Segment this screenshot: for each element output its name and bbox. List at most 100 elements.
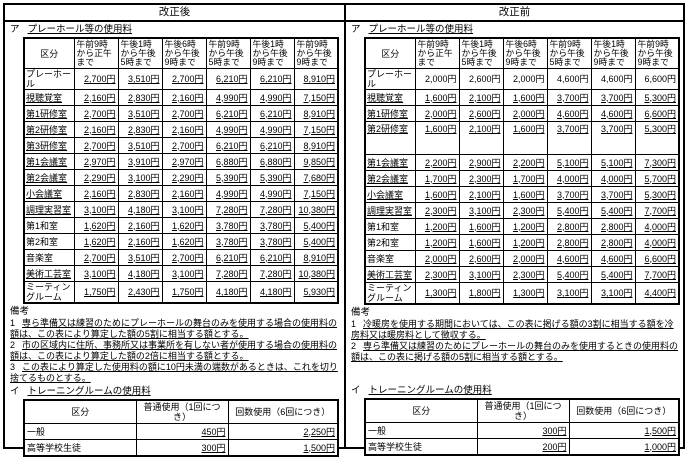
- fee-value: 4,000円: [546, 170, 592, 187]
- fee-value: 1,620円: [73, 233, 119, 250]
- fee-value: 7,280円: [249, 265, 295, 282]
- remarks-list: 1 冷暖房を使用する期間においては、この表に掲げる額の3割に相当する額を冷房料又は…: [351, 319, 679, 382]
- fee-value: 4,600円: [590, 250, 636, 267]
- fee-value: 9,850円: [293, 153, 339, 170]
- table-row: 高等学校生徒 200円 1,000円: [364, 438, 680, 456]
- panel-after-revision: 改正後 アプレーホール等の使用料 区分 午前9時 から正午 まで 午後1時 から午…: [5, 5, 344, 457]
- fee-value: 1,620円: [161, 233, 207, 250]
- fee-value: 2,160円: [73, 185, 119, 202]
- table-row: 第1会議室 2,200円 2,900円 2,200円 5,100円 5,100円 7,300…: [364, 154, 680, 171]
- fee-value: 3,100円: [161, 201, 207, 218]
- section-title: トレーニングルームの使用料: [27, 386, 151, 397]
- panel-title-after: 改正後: [5, 5, 344, 22]
- fee-value: 10,380円: [293, 265, 339, 282]
- fee-value: 6,880円: [205, 153, 251, 170]
- fee-value: 6,600円: [634, 250, 680, 267]
- fee-value: 3,100円: [458, 266, 504, 283]
- fee-value: 1,620円: [161, 217, 207, 234]
- fee-value: 2,100円: [458, 89, 504, 106]
- fee-value: 4,180円: [249, 281, 295, 304]
- fee-value: 2,160円: [161, 121, 207, 138]
- fee-value: 2,830円: [117, 121, 163, 138]
- table-row: 美術工芸室 3,100円 4,180円 3,100円 7,280円 7,280円 10,38…: [23, 265, 339, 282]
- remark-text: この表により算定した使用料の額に10円未満の端数があるときは、これを切り捨てるも…: [10, 362, 338, 383]
- table-row: 一般 450円 2,250円: [23, 423, 339, 440]
- column-header-timeslot: 午後6時 から午後 9時まで: [161, 37, 207, 69]
- fee-value: 2,830円: [117, 89, 163, 106]
- row-label: 美術工芸室: [23, 265, 75, 282]
- row-label: 第2研修室: [364, 121, 416, 155]
- fee-value: 8,910円: [293, 105, 339, 122]
- section-heading-playhall-fees: アプレーホール等の使用料: [351, 24, 679, 35]
- fee-revision-comparison-document: 改正後 アプレーホール等の使用料 区分 午前9時 から正午 まで 午後1時 から午…: [3, 3, 685, 457]
- fee-value: 2,830円: [117, 185, 163, 202]
- fee-value: 1,600円: [458, 218, 504, 235]
- fee-value: 2,290円: [161, 169, 207, 186]
- fee-value: 2,700円: [161, 105, 207, 122]
- table-row: 音楽室 2,000円 2,600円 2,000円 4,600円 4,600円 6,600円: [364, 250, 680, 267]
- fee-value: 7,150円: [293, 185, 339, 202]
- column-header-timeslot: 午前9時 から正午 まで: [73, 37, 119, 69]
- row-label: 一般: [23, 423, 137, 440]
- remark-item: 2 専ら準備又は練習のためにプレーホールの舞台のみを使用するときの使用料の額は、こ…: [351, 341, 679, 362]
- fee-value: 2,000円: [502, 250, 548, 267]
- column-header-timeslot: 午前9時 から午後 5時まで: [546, 37, 592, 69]
- playhall-fee-table: 区分 午前9時 から正午 まで 午後1時 から午後 5時まで 午後6時 から午後 9…: [23, 37, 339, 304]
- fee-value: 2,700円: [161, 68, 207, 90]
- remark-number: 2: [10, 340, 16, 350]
- fee-value: 7,150円: [293, 89, 339, 106]
- column-header-timeslot: 午後1時 から午後 5時まで: [117, 37, 163, 69]
- fee-value: 2,700円: [73, 249, 119, 266]
- fee-table-header-row: 区分 午前9時 から正午 まで 午後1時 から午後 5時まで 午後6時 から午後 9…: [23, 37, 339, 69]
- table-row: 第2研修室 1,600円 2,100円 1,600円 3,700円 3,700円 5,300…: [364, 121, 680, 155]
- fee-value: 2,300円: [458, 170, 504, 187]
- panel-body: アプレーホール等の使用料 区分 午前9時 から正午 まで 午後1時 から午後 5時…: [5, 22, 344, 457]
- section-heading-training-room-fees: イトレーニングルームの使用料: [351, 385, 679, 396]
- section-title: プレーホール等の使用料: [27, 24, 133, 35]
- training-room-fee-table: 区分 普通使用（1回につき） 回数使用（6回につき） 一般 300円 1,500円 高等…: [364, 398, 680, 456]
- remarks-title: 備考: [10, 306, 30, 317]
- fee-value: 2,160円: [73, 121, 119, 138]
- fee-value: 1,600円: [502, 186, 548, 203]
- fee-value: 3,780円: [205, 233, 251, 250]
- column-header-timeslot: 午前9時 から午後 9時まで: [293, 37, 339, 69]
- fee-value: 4,600円: [546, 68, 592, 90]
- fee-value: 5,400円: [590, 266, 636, 283]
- section-heading-training-room-fees: イトレーニングルームの使用料: [10, 386, 340, 397]
- fee-value: 5,100円: [590, 154, 636, 171]
- panel-body: アプレーホール等の使用料 区分 午前9時 から正午 まで 午後1時 から午後 5時…: [346, 22, 683, 456]
- section-prefix: イ: [351, 385, 361, 396]
- fee-value: 6,210円: [249, 249, 295, 266]
- remark-text: 市の区域内に住所、事務所又は事業所を有しない者が使用する場合の使用料の額は、この…: [10, 340, 338, 361]
- fee-value: 2,100円: [458, 186, 504, 203]
- fee-value: 1,600円: [502, 121, 548, 155]
- table-row: 第1研修室 2,000円 2,600円 2,000円 4,600円 4,600円 6,600…: [364, 105, 680, 122]
- training-table-body: 一般 450円 2,250円 高等学校生徒 300円 1,500円: [23, 423, 339, 457]
- fee-value: 1,200円: [502, 218, 548, 235]
- panel-before-revision: 改正前 アプレーホール等の使用料 区分 午前9時 から正午 まで 午後1時 から午…: [344, 5, 683, 456]
- fee-value: 2,160円: [161, 185, 207, 202]
- fee-value: 4,600円: [590, 68, 636, 90]
- row-label: 調理実習室: [364, 202, 416, 219]
- fee-value: 2,000円: [414, 250, 460, 267]
- training-table-body: 一般 300円 1,500円 高等学校生徒 200円 1,000円: [364, 422, 680, 456]
- fee-value: 3,700円: [590, 89, 636, 106]
- remark-item: 2 市の区域内に住所、事務所又は事業所を有しない者が使用する場合の使用料の額は、こ…: [10, 340, 340, 361]
- column-header-timeslot: 回数使用（6回につき）: [227, 399, 339, 424]
- training-table-header-row: 区分 普通使用（1回につき） 回数使用（6回につき）: [23, 399, 339, 424]
- fee-value: 4,600円: [590, 105, 636, 122]
- row-label: 高等学校生徒: [364, 438, 478, 456]
- fee-value: 7,700円: [634, 266, 680, 283]
- fee-table-body: プレーホール 2,700円 3,510円 2,700円 6,210円 6,210円 8,91…: [23, 68, 339, 304]
- row-label: プレーホール: [364, 68, 416, 90]
- fee-value: 2,970円: [73, 153, 119, 170]
- fee-value: 3,100円: [546, 282, 592, 305]
- fee-value: 1,750円: [73, 281, 119, 304]
- fee-value: 2,290円: [73, 169, 119, 186]
- fee-value: 8,910円: [293, 249, 339, 266]
- fee-table-header-row: 区分 午前9時 から正午 まで 午後1時 から午後 5時まで 午後6時 から午後 9…: [364, 37, 680, 69]
- fee-value: 3,100円: [161, 265, 207, 282]
- fee-value: 2,970円: [161, 153, 207, 170]
- section-prefix: イ: [10, 386, 20, 397]
- fee-value: 1,800円: [458, 282, 504, 305]
